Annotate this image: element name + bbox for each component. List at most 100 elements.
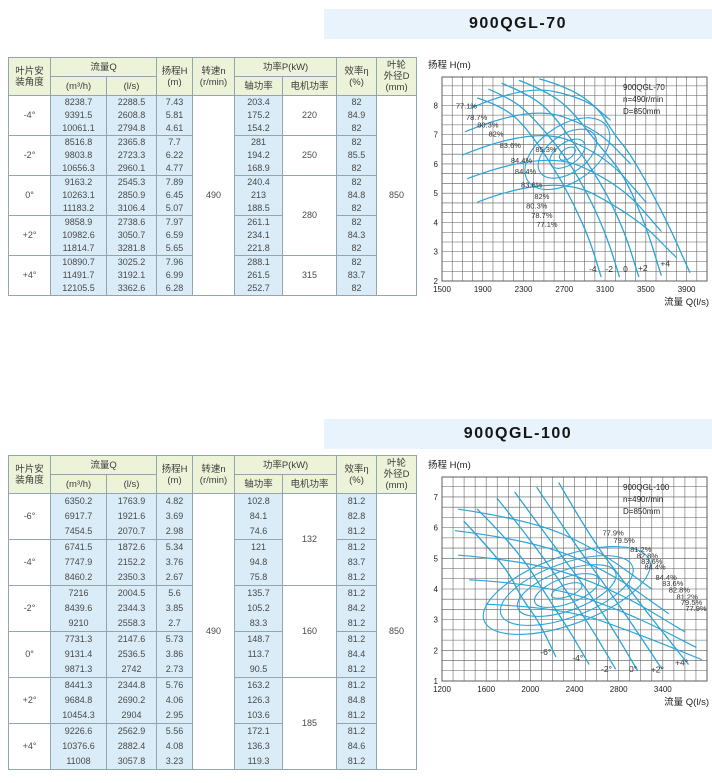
- legend-line: n=490r/min: [623, 495, 663, 504]
- efficiency-cross-curve: [469, 89, 611, 121]
- motor-power-cell: 315: [282, 255, 338, 296]
- shaft-power-cell: 102.8 84.1 74.6: [234, 493, 284, 540]
- y-tick-label: 7: [434, 493, 439, 502]
- x-tick-label: 1900: [474, 285, 492, 294]
- hq-curve-0: [501, 82, 640, 278]
- blade-angle-label: +2: [638, 263, 648, 273]
- header-flow-m3h: (m³/h): [50, 76, 107, 96]
- head-cell: 5.6 3.85 2.7: [156, 585, 194, 632]
- y-tick-label: 2: [434, 646, 439, 655]
- shaft-power-cell: 281 194.2 168.9: [234, 135, 284, 176]
- plot-border: [441, 476, 708, 682]
- flow-ls-cell: 2545.3 2850.9 3106.4: [105, 175, 158, 216]
- motor-power-cell: 220: [282, 95, 338, 136]
- header-impeller-diameter: 叶轮 外径D (mm): [376, 57, 418, 96]
- header-flow-m3h: (m³/h): [50, 474, 107, 494]
- header-flow-ls: (l/s): [105, 474, 158, 494]
- head-cell: 7.97 6.59 5.65: [156, 215, 194, 256]
- motor-power-cell: 250: [282, 135, 338, 176]
- header-power: 功率P(kW): [234, 455, 338, 475]
- flow-m3h-cell: 8441.3 9684.8 10454.3: [50, 677, 107, 724]
- efficiency-cell: 82 84.3 82: [336, 215, 378, 256]
- efficiency-cell: 81.2 84.2 81.2: [336, 585, 378, 632]
- header-flow-ls: (l/s): [105, 76, 158, 96]
- angle-cell: +2°: [8, 215, 51, 256]
- efficiency-cell: 82 83.7 82: [336, 255, 378, 296]
- flow-ls-cell: 2562.9 2882.4 3057.8: [105, 723, 158, 770]
- speed-cell: 490: [192, 493, 236, 770]
- y-tick-label: 2: [434, 277, 439, 286]
- x-tick-label: 2000: [521, 685, 539, 694]
- efficiency-label: 83.6%: [500, 141, 522, 150]
- efficiency-label: 79.5%: [681, 598, 703, 607]
- angle-cell: +2°: [8, 677, 51, 724]
- section-title: 900QGL-100: [463, 425, 573, 442]
- header-shaft-power: 轴功率: [234, 474, 284, 494]
- shaft-power-cell: 148.7 113.7 90.5: [234, 631, 284, 678]
- table-row-group: -2° 7216 8439.6 9210 2004.5 2344.3 2558.3 5.6 3.…: [8, 585, 417, 678]
- table-row-group: -4° 8238.7 9391.5 10061.1 2288.5 2608.8 2794.8…: [8, 95, 418, 296]
- x-tick-label: 3500: [637, 285, 655, 294]
- pump-table-900qgl-100: 叶片安 装角度 流量Q 扬程H (m) 转速n (r/min) 功率P(kW) 效率η (%) 叶轮…: [8, 455, 418, 770]
- blade-angle-label: -6°: [540, 647, 551, 657]
- motor-power-cell: 185: [282, 677, 338, 770]
- head-cell: 5.76 4.06 2.95: [156, 677, 194, 724]
- angle-cell: -4°: [8, 539, 51, 586]
- performance-chart-900qgl-100: 1200 1600 2000 2400 2800 3400 1 2 3 4 5 6 7 扬程 H(m) 流量…: [424, 455, 712, 708]
- legend-line: D=850mm: [623, 507, 660, 516]
- flow-m3h-cell: 6350.2 6917.7 7454.5: [50, 493, 107, 540]
- x-axis-title: 流量 Q(l/s): [664, 696, 709, 707]
- x-tick-label: 3900: [678, 285, 696, 294]
- efficiency-ring: [533, 573, 600, 608]
- header-impeller-diameter: 叶轮 外径D (mm): [376, 455, 418, 494]
- shaft-power-cell: 203.4 175.2 154.2: [234, 95, 284, 136]
- y-tick-label: 5: [434, 189, 439, 198]
- flow-m3h-cell: 9226.6 10376.6 11008: [50, 723, 107, 770]
- hq-curve-+4: [539, 78, 691, 273]
- header-blade-angle: 叶片安 装角度: [8, 455, 51, 494]
- shaft-power-cell: 163.2 126.3 103.6: [234, 677, 284, 724]
- impeller-diameter-cell: 850: [376, 493, 418, 770]
- x-axis-title: 流量 Q(l/s): [664, 296, 709, 307]
- efficiency-cross-curve: [458, 508, 653, 590]
- flow-ls-cell: 1872.6 2152.2 2350.3: [105, 539, 158, 586]
- efficiency-ring: [549, 138, 586, 169]
- efficiency-ring: [482, 546, 651, 635]
- head-cell: 7.7 6.22 4.77: [156, 135, 194, 176]
- head-cell: 5.73 3.86 2.73: [156, 631, 194, 678]
- flow-m3h-cell: 9163.2 10263.1 11183.2: [50, 175, 107, 216]
- legend-line: n=490r/min: [623, 95, 663, 104]
- efficiency-cell: 81.2 83.7 81.2: [336, 539, 378, 586]
- efficiency-label: 78.7%: [466, 113, 488, 122]
- shaft-power-cell: 261.1 234.1 221.8: [234, 215, 284, 256]
- y-tick-label: 8: [434, 101, 439, 110]
- x-tick-label: 2300: [515, 285, 533, 294]
- angle-cell: +4°: [8, 255, 51, 296]
- efficiency-cross-curve: [469, 579, 697, 648]
- x-tick-label: 2400: [566, 685, 584, 694]
- x-tick-label: 1500: [433, 285, 451, 294]
- hq-curve--2: [496, 497, 617, 670]
- hq-curve-chart: 1200 1600 2000 2400 2800 3400 1 2 3 4 5 6 7 扬程 H(m) 流量…: [428, 459, 709, 708]
- efficiency-cell: 82 85.5 82: [336, 135, 378, 176]
- efficiency-label: 82.8%: [637, 551, 659, 560]
- x-tick-label: 1200: [433, 685, 451, 694]
- x-tick-label: 2700: [555, 285, 573, 294]
- efficiency-ring: [537, 128, 598, 179]
- plot-border: [441, 76, 708, 282]
- y-axis-title: 扬程 H(m): [428, 459, 471, 471]
- table-row-group: -2° 8516.8 9803.8 10656.3 2365.8 2723.3 2960.1…: [8, 135, 417, 176]
- pump-spec-table: 叶片安 装角度 流量Q 扬程H (m) 转速n (r/min) 功率P(kW) 效率η (%) 叶轮…: [8, 455, 418, 770]
- efficiency-ring: [558, 146, 576, 161]
- speed-cell: 490: [192, 95, 236, 296]
- pump-table-900qgl-70: 叶片安 装角度 流量Q 扬程H (m) 转速n (r/min) 功率P(kW) 效率η (%) 叶轮…: [8, 57, 418, 296]
- flow-m3h-cell: 7731.3 9131.4 9871.3: [50, 631, 107, 678]
- angle-cell: -6°: [8, 493, 51, 540]
- efficiency-cell: 81.2 84.8 81.2: [336, 677, 378, 724]
- hq-curve--4: [476, 508, 590, 665]
- section-title: 900QGL-70: [469, 15, 567, 32]
- efficiency-label: 81.2%: [630, 545, 652, 554]
- header-speed: 转速n (r/min): [192, 57, 236, 96]
- table-row-group: +4° 9226.6 10376.6 11008 2562.9 2882.4 3057.8 5…: [8, 723, 417, 770]
- efficiency-cell: 81.2 84.6 81.2: [336, 723, 378, 770]
